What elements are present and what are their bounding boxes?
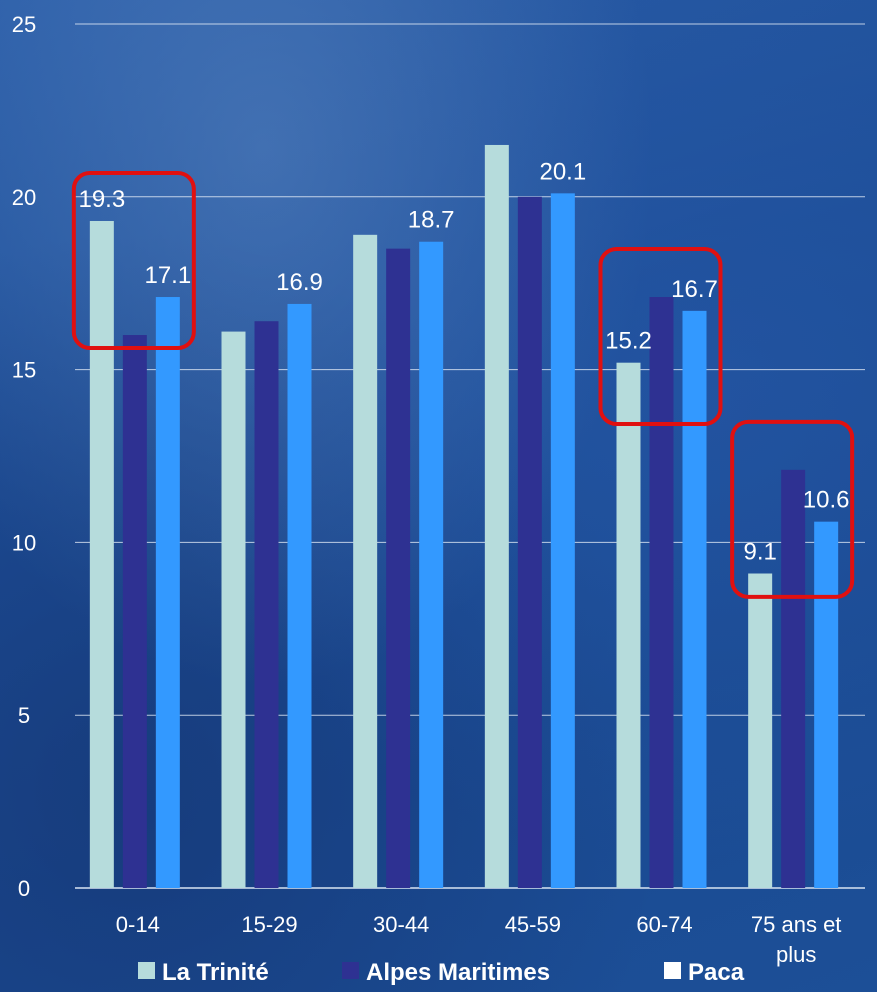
data-label: 18.7 [408,207,455,234]
bar-alpes-maritimes-5 [781,469,806,888]
highlight-box [598,247,723,427]
bar-alpes-maritimes-1 [254,321,279,888]
data-label: 17.1 [144,262,191,289]
legend: La Trinité Alpes Maritimes Paca [138,959,745,986]
bars [89,144,839,889]
x-tick-label: 0-14 [116,912,160,937]
y-axis-ticks: 0 5 10 15 20 25 [12,12,36,901]
legend-label: Alpes Maritimes [366,959,550,986]
y-tick-label: 5 [18,703,30,728]
bar-la-trinit--1 [221,331,246,889]
bar-paca-0 [155,297,180,888]
bar-la-trinit--5 [748,573,773,888]
bar-paca-2 [419,241,444,888]
bar-la-trinit--3 [484,144,509,888]
bar-alpes-maritimes-4 [649,297,674,888]
data-label: 16.7 [671,276,718,303]
highlight-box [71,170,196,350]
y-tick-label: 20 [12,185,36,210]
legend-swatch [342,962,359,979]
data-labels: 19.3 17.1 16.9 18.7 20.1 15.2 16.7 9.1 10.6 [78,158,849,565]
bar-alpes-maritimes-2 [386,248,411,888]
x-tick-label: plus [776,942,816,967]
bar-alpes-maritimes-3 [517,196,542,889]
highlight-box [730,419,855,599]
x-axis-ticks: 0-14 15-29 30-44 45-59 60-74 75 ans et plus [116,912,842,967]
y-tick-label: 15 [12,358,36,383]
bar-la-trinit--4 [616,362,641,888]
data-label: 19.3 [78,186,125,213]
highlight-boxes [71,170,855,599]
bar-paca-4 [682,310,707,888]
data-label: 9.1 [743,539,776,566]
x-tick-label: 60-74 [636,912,692,937]
legend-label: Paca [688,959,745,986]
bar-paca-1 [287,303,312,888]
data-label: 15.2 [605,328,652,355]
x-tick-label: 30-44 [373,912,429,937]
bar-paca-3 [550,193,575,888]
y-tick-label: 10 [12,530,36,555]
legend-swatch [664,962,681,979]
x-tick-label: 75 ans et [751,912,842,937]
gridlines [75,23,865,889]
bar-alpes-maritimes-0 [122,335,147,888]
legend-swatch [138,962,155,979]
bar-la-trinit--2 [353,234,378,889]
bar-la-trinit--0 [89,220,114,888]
legend-label: La Trinité [162,959,269,986]
x-tick-label: 45-59 [505,912,561,937]
data-label: 10.6 [803,487,850,514]
x-tick-label: 15-29 [241,912,297,937]
y-tick-label: 0 [18,876,30,901]
y-tick-label: 25 [12,12,36,37]
data-label: 16.9 [276,269,323,296]
bar-paca-5 [814,521,839,888]
data-label: 20.1 [539,158,586,185]
